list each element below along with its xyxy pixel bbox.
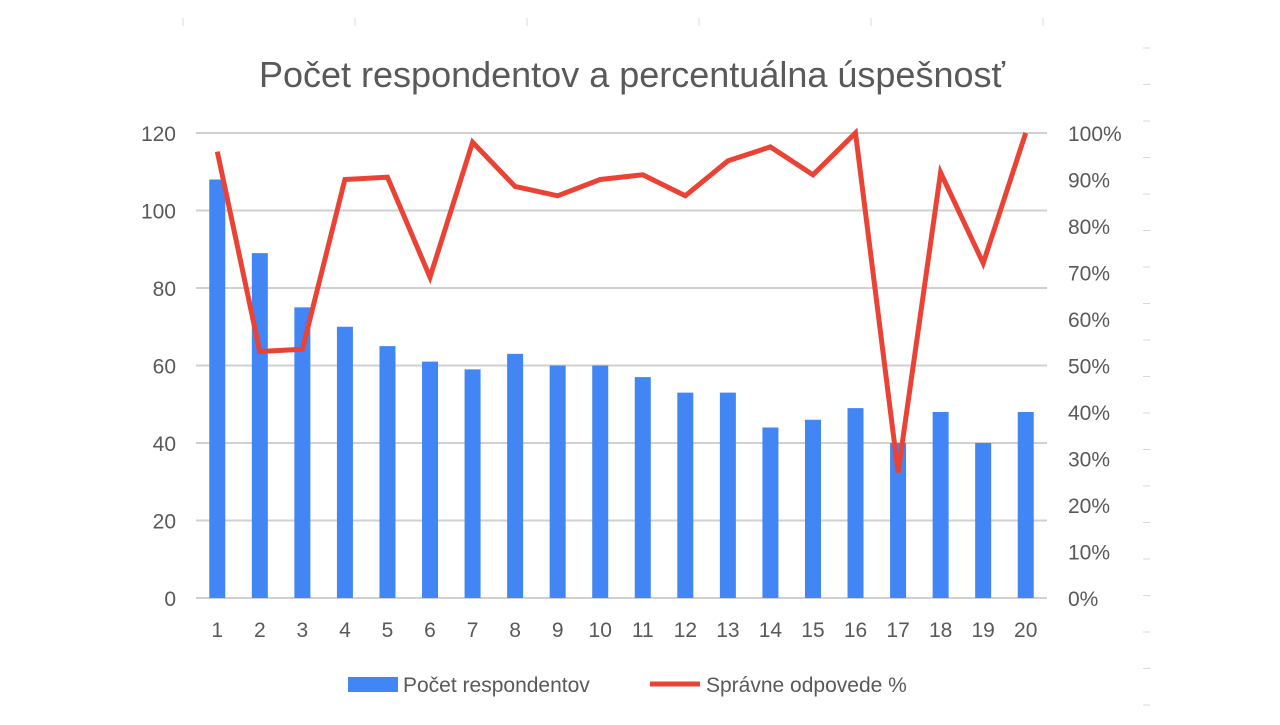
x-tick-label: 16 bbox=[844, 619, 867, 642]
decorative-ticks bbox=[183, 18, 1150, 705]
y-left-tick-label: 20 bbox=[153, 511, 176, 534]
bar bbox=[507, 354, 523, 598]
y-left-tick-label: 100 bbox=[141, 201, 176, 224]
y-left-tick-label: 60 bbox=[153, 356, 176, 379]
gridlines bbox=[196, 133, 1047, 598]
axes: 0204060801001200%10%20%30%40%50%60%70%80… bbox=[141, 123, 1122, 642]
bar bbox=[933, 412, 949, 598]
y-right-tick-label: 10% bbox=[1068, 542, 1110, 565]
bar bbox=[848, 408, 864, 598]
bar bbox=[465, 369, 481, 598]
legend-swatch-bars bbox=[348, 677, 398, 692]
x-tick-label: 1 bbox=[211, 619, 223, 642]
y-left-tick-label: 0 bbox=[164, 588, 176, 611]
bar bbox=[677, 393, 693, 598]
bar bbox=[805, 420, 821, 598]
y-right-tick-label: 30% bbox=[1068, 449, 1110, 472]
chart-title: Počet respondentov a percentuálna úspešn… bbox=[259, 54, 1006, 95]
x-tick-label: 8 bbox=[509, 619, 521, 642]
x-tick-label: 9 bbox=[552, 619, 564, 642]
y-right-tick-label: 60% bbox=[1068, 309, 1110, 332]
x-tick-label: 10 bbox=[589, 619, 612, 642]
x-tick-label: 3 bbox=[297, 619, 309, 642]
bar bbox=[422, 362, 438, 598]
bar bbox=[762, 428, 778, 599]
legend-label-line: Správne odpovede % bbox=[706, 674, 907, 697]
x-tick-label: 15 bbox=[801, 619, 824, 642]
x-tick-label: 12 bbox=[674, 619, 697, 642]
y-right-tick-label: 20% bbox=[1068, 495, 1110, 518]
y-left-tick-label: 80 bbox=[153, 278, 176, 301]
x-tick-label: 18 bbox=[929, 619, 952, 642]
x-tick-label: 11 bbox=[632, 619, 654, 642]
y-right-tick-label: 90% bbox=[1068, 170, 1110, 193]
x-tick-label: 2 bbox=[254, 619, 266, 642]
y-right-tick-label: 70% bbox=[1068, 263, 1110, 286]
legend-label-bars: Počet respondentov bbox=[403, 674, 590, 697]
bar bbox=[337, 327, 353, 598]
y-right-tick-label: 100% bbox=[1068, 123, 1122, 146]
bar bbox=[975, 443, 991, 598]
x-tick-label: 7 bbox=[467, 619, 479, 642]
y-left-tick-label: 120 bbox=[141, 123, 176, 146]
x-tick-label: 13 bbox=[716, 619, 739, 642]
bar bbox=[592, 366, 608, 599]
bar bbox=[252, 253, 268, 598]
x-tick-label: 19 bbox=[971, 619, 994, 642]
x-tick-label: 4 bbox=[339, 619, 351, 642]
y-right-tick-label: 80% bbox=[1068, 216, 1110, 239]
legend: Počet respondentov Správne odpovede % bbox=[348, 674, 907, 697]
x-tick-label: 17 bbox=[886, 619, 909, 642]
x-tick-label: 14 bbox=[759, 619, 783, 642]
bar bbox=[209, 180, 225, 599]
y-right-tick-label: 40% bbox=[1068, 402, 1110, 425]
x-tick-label: 20 bbox=[1014, 619, 1037, 642]
y-left-tick-label: 40 bbox=[153, 433, 176, 456]
bar bbox=[1018, 412, 1034, 598]
bar bbox=[550, 366, 566, 599]
y-right-tick-label: 50% bbox=[1068, 356, 1110, 379]
bar bbox=[379, 346, 395, 598]
y-right-tick-label: 0% bbox=[1068, 588, 1098, 611]
x-tick-label: 5 bbox=[382, 619, 394, 642]
bar bbox=[720, 393, 736, 598]
bar bbox=[635, 377, 651, 598]
x-tick-label: 6 bbox=[424, 619, 436, 642]
